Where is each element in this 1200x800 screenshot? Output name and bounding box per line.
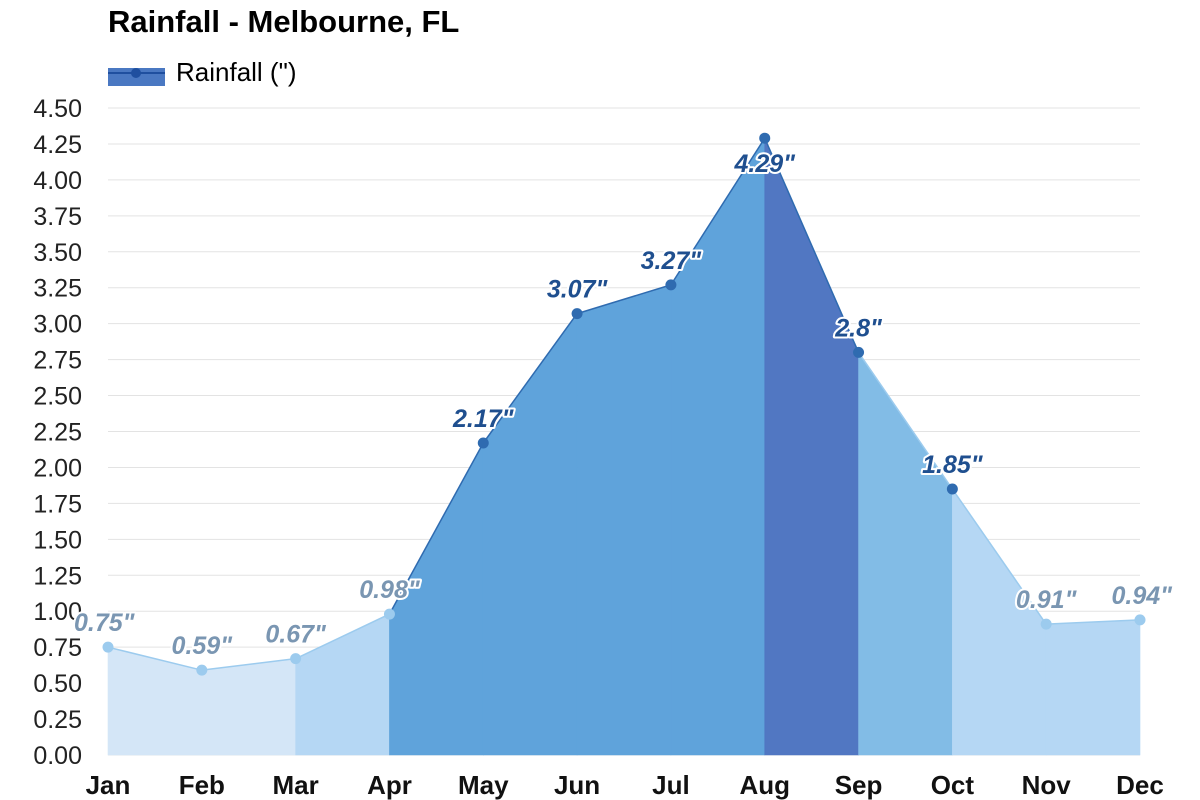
line-segment [951, 488, 1047, 625]
x-tick-label: Jun [554, 770, 600, 800]
x-tick-label: Nov [1022, 770, 1072, 800]
data-label-jul: 3.27" [641, 247, 703, 275]
line-segment [388, 442, 484, 615]
line-segment [107, 646, 202, 671]
y-tick-label: 3.75 [33, 203, 82, 231]
x-tick-label: Sep [835, 770, 883, 800]
data-label-dec: 0.94" [1111, 582, 1173, 610]
y-tick-label: 1.75 [33, 490, 82, 518]
area-segment-oct [952, 488, 1047, 756]
y-axis-ticks: 0.00 0.25 0.50 0.75 1.00 1.25 1.50 1.75 2.00 2.25… [33, 95, 82, 770]
data-points [102, 132, 1146, 676]
y-tick-label: 3.50 [33, 239, 82, 267]
y-tick-label: 0.25 [33, 706, 82, 734]
legend-marker [131, 68, 141, 78]
legend: Rainfall (") [108, 57, 296, 87]
data-point-nov [1040, 618, 1052, 630]
data-point-may [477, 437, 489, 449]
area-segment-jan [107, 646, 203, 756]
data-label-aug: 4.29" [733, 150, 796, 178]
area-segment-jun [576, 284, 672, 756]
data-label-sep: 2.8" [834, 314, 883, 342]
x-tick-label: May [458, 770, 509, 800]
y-tick-label: 4.00 [33, 167, 82, 195]
y-tick-label: 2.50 [33, 383, 82, 411]
y-tick-label: 0.00 [33, 742, 82, 770]
data-point-oct [946, 483, 958, 495]
data-point-jan [102, 641, 114, 653]
y-tick-label: 1.25 [33, 562, 82, 590]
line-segment [670, 137, 766, 286]
data-label-feb: 0.59" [172, 632, 234, 660]
x-tick-label: Aug [739, 770, 790, 800]
data-label-nov: 0.91" [1016, 586, 1078, 614]
line-segment [295, 613, 390, 660]
y-tick-label: 1.00 [33, 598, 82, 626]
data-point-jul [665, 279, 677, 291]
x-tick-label: Dec [1116, 770, 1164, 800]
data-label-oct: 1.85" [922, 451, 984, 479]
data-label-jan: 0.75" [74, 609, 136, 637]
legend-label: Rainfall (") [176, 57, 296, 87]
y-tick-label: 0.75 [33, 634, 82, 662]
area-segments [107, 137, 1141, 756]
area-segment-may [482, 312, 578, 756]
data-label-mar: 0.67" [265, 621, 327, 649]
area-segment-nov [1045, 619, 1141, 756]
data-point-apr [383, 608, 395, 620]
x-axis-ticks: Jan Feb Mar Apr May Jun Jul Aug Sep Oct Nov Dec [86, 770, 1164, 800]
y-tick-label: 2.75 [33, 347, 82, 375]
area-segment-jul [670, 137, 766, 756]
chart-title: Rainfall - Melbourne, FL [108, 4, 459, 39]
line-segment [764, 137, 860, 353]
area-segment-sep [858, 351, 953, 756]
y-tick-label: 2.25 [33, 419, 82, 447]
data-point-aug [759, 132, 771, 144]
data-point-mar [290, 653, 302, 665]
data-label-may: 2.17" [452, 405, 515, 433]
data-label-jun: 3.07" [547, 276, 609, 304]
data-point-feb [196, 664, 208, 676]
line-segment [201, 657, 296, 671]
data-labels: 0.75" 0.59" 0.67" 0.98" 2.17" 3.07" 3.27" 4.29"… [72, 148, 1175, 662]
x-tick-label: Jan [86, 770, 131, 800]
y-tick-label: 3.25 [33, 275, 82, 303]
line-segment [1046, 619, 1141, 625]
area-segment-feb [201, 658, 296, 756]
line-segment [482, 313, 578, 444]
line-segment [857, 351, 953, 490]
data-point-dec [1134, 614, 1146, 626]
x-tick-label: Apr [367, 770, 412, 800]
x-tick-label: Jul [652, 770, 690, 800]
x-tick-label: Mar [273, 770, 319, 800]
y-tick-label: 0.50 [33, 670, 82, 698]
x-tick-label: Oct [931, 770, 975, 800]
y-tick-label: 4.25 [33, 131, 82, 159]
data-label-apr: 0.98" [359, 576, 421, 604]
x-tick-label: Feb [179, 770, 225, 800]
y-tick-label: 4.50 [33, 95, 82, 123]
y-tick-label: 2.00 [33, 454, 82, 482]
data-point-sep [853, 346, 865, 358]
area-segment-aug [764, 138, 859, 756]
series-line [107, 137, 1141, 671]
y-tick-label: 1.50 [33, 526, 82, 554]
line-segment [576, 284, 672, 315]
data-point-jun [571, 308, 583, 320]
y-tick-label: 3.00 [33, 311, 82, 339]
